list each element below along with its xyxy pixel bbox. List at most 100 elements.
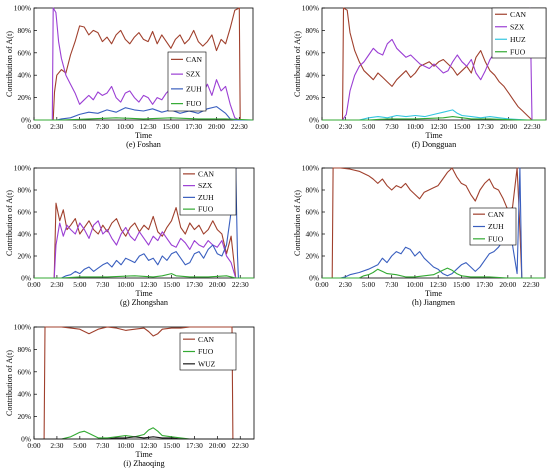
x-tick-label: 12:30: [140, 280, 157, 289]
chart-caption: (e) Foshan: [126, 140, 161, 149]
x-tick-label: 5:00: [73, 122, 86, 131]
x-tick-label: 20:00: [209, 280, 226, 289]
legend-label-can: CAN: [488, 210, 505, 219]
chart-4: 0% 20% 40% 60% 80% 100% 0:00 2:30 5:00 7:30 10:00 1…: [293, 164, 546, 307]
y-tick-label: 20%: [17, 252, 31, 261]
y-tick-label: 20%: [17, 93, 31, 102]
x-tick-label: 22:30: [232, 441, 249, 450]
y-tick-label: 0%: [309, 274, 319, 283]
y-tick-label: 80%: [17, 345, 31, 354]
legend-label-can: CAN: [510, 10, 527, 19]
x-tick-label: 12:30: [430, 122, 447, 131]
chart-caption: (i) Zhaoqing: [123, 459, 164, 468]
y-tick-label: 40%: [305, 230, 319, 239]
x-tick-label: 2:30: [50, 280, 63, 289]
x-tick-label: 0:00: [315, 122, 328, 131]
legend-label-szx: SZX: [198, 181, 213, 190]
chart-5: 0% 20% 40% 60% 80% 100% 0:00 2:30 5:00 7:30 10:00 1…: [5, 323, 255, 468]
y-tick-label: 60%: [17, 208, 31, 217]
x-tick-label: 5:00: [362, 280, 375, 289]
y-tick-label: 60%: [305, 208, 319, 217]
x-tick-label: 12:30: [140, 122, 157, 131]
series-line-fuo: [322, 267, 545, 279]
series-line-fuo: [322, 116, 546, 121]
x-tick-label: 12:30: [430, 280, 447, 289]
x-tick-label: 5:00: [73, 441, 86, 450]
x-tick-label: 7:30: [96, 122, 109, 131]
x-tick-label: 5:00: [73, 280, 86, 289]
y-tick-label: 100%: [14, 164, 31, 173]
chart-caption: (h) Jiangmen: [412, 298, 455, 307]
y-tick-label: 0%: [21, 435, 31, 444]
x-tick-label: 22:30: [232, 280, 249, 289]
series-line-szx: [34, 220, 254, 279]
series-line-wuz: [34, 436, 254, 440]
y-axis-label: Contribution of A(t): [5, 350, 14, 416]
y-axis-label: Contribution of A(t): [5, 31, 14, 97]
legend: CAN SZX ZUH FUO: [179, 167, 237, 216]
series-line-can: [34, 326, 254, 440]
legend: CAN SZX HUZ FUO: [491, 7, 547, 59]
chart-2: 0% 20% 40% 60% 80% 100% 0:00 2:30 5:00 7:30 10:00 1…: [293, 4, 547, 149]
series-line-can: [322, 7, 546, 121]
y-tick-label: 100%: [14, 323, 31, 332]
x-tick-label: 2:30: [339, 280, 352, 289]
x-tick-label: 2:30: [50, 122, 63, 131]
x-tick-label: 17:30: [186, 441, 203, 450]
x-tick-label: 22:30: [523, 280, 540, 289]
series-line-szx: [34, 7, 253, 121]
x-tick-label: 20:00: [499, 280, 516, 289]
series-line-fuo: [34, 273, 254, 279]
x-tick-label: 17:30: [476, 280, 493, 289]
x-tick-label: 0:00: [315, 280, 328, 289]
legend-label-fuo: FUO: [510, 47, 526, 56]
y-tick-label: 20%: [305, 93, 319, 102]
y-tick-label: 0%: [21, 116, 31, 125]
chart-1: 0% 20% 40% 60% 80% 100% 0:00 2:30 5:00 7:30 10:00 1…: [5, 4, 254, 149]
y-tick-label: 60%: [305, 48, 319, 57]
y-axis-label: Contribution of A(t): [5, 190, 14, 256]
x-tick-label: 2:30: [339, 122, 352, 131]
y-tick-label: 80%: [305, 186, 319, 195]
plot-frame: [33, 326, 255, 440]
legend-box: [179, 167, 237, 216]
y-tick-label: 80%: [17, 26, 31, 35]
x-tick-label: 0:00: [27, 122, 40, 131]
x-tick-label: 0:00: [27, 280, 40, 289]
y-tick-label: 20%: [305, 252, 319, 261]
x-tick-label: 15:00: [454, 122, 471, 131]
legend-label-fuo: FUO: [198, 205, 214, 214]
x-axis-label: Time: [136, 289, 153, 298]
x-axis-label: Time: [135, 131, 152, 140]
x-tick-label: 5:00: [362, 122, 375, 131]
x-tick-label: 17:30: [185, 122, 202, 131]
y-tick-label: 100%: [302, 164, 319, 173]
legend: CAN FUO WUZ: [179, 332, 237, 371]
x-tick-label: 15:00: [163, 441, 180, 450]
y-tick-label: 20%: [17, 412, 31, 421]
x-tick-label: 15:00: [163, 280, 180, 289]
legend-label-huz: HUZ: [510, 35, 526, 44]
plot-frame: [321, 167, 546, 279]
legend-label-fuo: FUO: [488, 234, 504, 243]
plot-frame: [33, 167, 255, 279]
x-axis-label: Time: [136, 450, 153, 459]
legend-label-fuo: FUO: [186, 99, 202, 108]
series-line-zuh: [34, 106, 253, 121]
legend-label-wuz: WUZ: [198, 359, 216, 368]
x-tick-label: 17:30: [477, 122, 494, 131]
x-tick-label: 7:30: [96, 441, 109, 450]
legend: CAN SZX ZUH FUO: [167, 51, 207, 112]
y-tick-label: 40%: [305, 71, 319, 80]
x-tick-label: 20:00: [208, 122, 225, 131]
x-tick-label: 10:00: [117, 280, 134, 289]
series-line-fuo: [34, 117, 254, 121]
y-axis-label: Contribution of A(t): [293, 31, 302, 97]
series-line-huz: [322, 109, 546, 121]
legend-label-can: CAN: [198, 335, 215, 344]
x-tick-label: 12:30: [140, 441, 157, 450]
plot-frame: [33, 7, 254, 121]
x-tick-label: 20:00: [209, 441, 226, 450]
x-tick-label: 22:30: [524, 122, 541, 131]
